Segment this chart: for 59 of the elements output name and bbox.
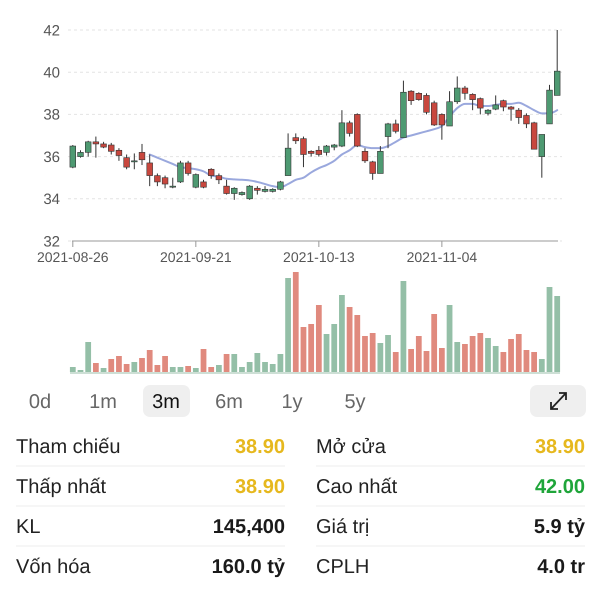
bar <box>92 363 99 372</box>
category-label: 0d <box>28 391 52 413</box>
text: Mở cửa <box>316 436 387 458</box>
bar <box>431 314 438 372</box>
bar <box>416 336 422 372</box>
text: Thấp nhất <box>16 476 107 498</box>
bar <box>308 324 314 372</box>
text: Vốn hóa <box>16 556 92 578</box>
bar <box>146 350 153 372</box>
candlestick <box>170 177 176 189</box>
y-tick-label: 32 <box>43 233 60 250</box>
bar <box>316 305 322 372</box>
text: 145,400 <box>212 516 285 538</box>
y-tick-label: 40 <box>43 64 60 82</box>
bar <box>370 333 376 372</box>
bar <box>408 349 414 372</box>
x-tick-label: 2021-08-26 <box>36 249 109 265</box>
text: 5.9 tỷ <box>534 516 586 538</box>
bar <box>392 352 399 372</box>
text: Cao nhất <box>316 476 398 498</box>
text: 160.0 tỷ <box>212 556 286 578</box>
bar <box>108 359 114 372</box>
text: 38.90 <box>534 436 585 458</box>
bar <box>477 333 484 372</box>
x-tick-label: 2021-10-13 <box>283 249 355 265</box>
category-label: 3m <box>152 391 180 413</box>
x-tick-label: 2021-11-04 <box>406 249 478 265</box>
category-label: 5y <box>344 391 366 413</box>
bar <box>300 327 306 372</box>
bar <box>185 366 192 372</box>
bar <box>362 336 368 372</box>
x-tick-label: 2021-09-21 <box>160 249 232 265</box>
y-tick-label: 36 <box>43 148 60 166</box>
text: KL <box>16 516 40 538</box>
candlestick <box>138 143 146 166</box>
text: 4.0 tr <box>537 556 586 578</box>
text: Tham chiếu <box>16 436 120 458</box>
bar <box>516 334 522 372</box>
bar <box>224 354 230 372</box>
bar <box>139 358 145 372</box>
bar <box>208 367 214 372</box>
bar <box>438 348 445 372</box>
category-label: 1y <box>281 391 303 413</box>
category-label: 1m <box>89 391 117 413</box>
bar <box>200 349 206 372</box>
bar <box>424 351 430 372</box>
text: CPLH <box>316 556 370 578</box>
category-label: 6m <box>215 391 243 413</box>
text: 38.90 <box>234 476 285 498</box>
y-tick-label: 34 <box>43 191 60 208</box>
candlestick <box>362 148 368 164</box>
bar <box>354 315 360 372</box>
text: Giá trị <box>316 516 370 538</box>
y-tick-label: 42 <box>43 22 60 40</box>
text: 38.90 <box>234 436 285 458</box>
bar <box>346 307 352 372</box>
bar <box>292 272 299 372</box>
y-tick-label: 38 <box>43 106 60 124</box>
text: 42.00 <box>534 476 585 498</box>
